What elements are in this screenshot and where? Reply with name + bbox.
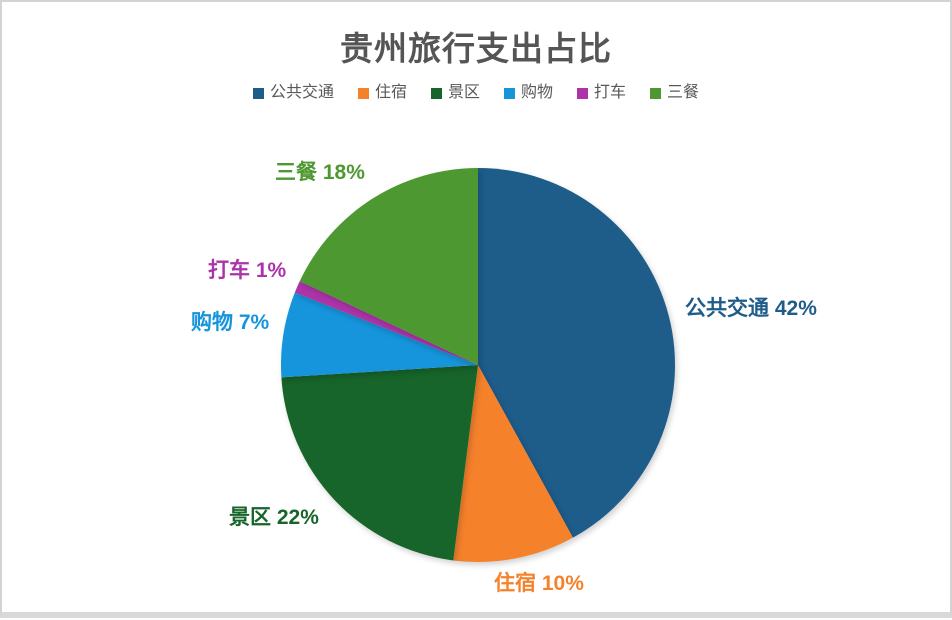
legend-item-scenic-area[interactable]: 景区 xyxy=(430,84,480,101)
legend-item-meals[interactable]: 三餐 xyxy=(650,85,699,101)
slice-label-meals: 三餐 18% xyxy=(275,161,365,184)
legend: 公共交通 住宿 景区 购物 打车 三餐 xyxy=(2,85,950,101)
pie-slice-scenic-area[interactable] xyxy=(281,365,478,561)
legend-swatch-scenic-area xyxy=(430,87,442,99)
slice-label-scenic-area: 景区 22% xyxy=(229,506,319,529)
legend-label: 打车 xyxy=(594,84,627,101)
pie-slice-public-transport[interactable] xyxy=(478,168,676,538)
legend-item-taxi[interactable]: 打车 xyxy=(577,85,626,101)
legend-swatch-taxi xyxy=(577,87,589,99)
legend-label: 公共交通 xyxy=(269,84,334,101)
legend-item-public-transport[interactable]: 公共交通 xyxy=(252,84,334,101)
pie-slice-lodging[interactable] xyxy=(453,365,573,563)
slice-label-public-transport: 公共交通 42% xyxy=(685,297,817,320)
legend-swatch-public-transport xyxy=(252,87,264,99)
chart-title: 贵州旅行支出占比 xyxy=(340,30,612,67)
legend-swatch-shopping xyxy=(504,87,515,99)
legend-label: 购物 xyxy=(521,84,554,101)
slice-label-shopping: 购物 7% xyxy=(191,311,270,334)
legend-item-lodging[interactable]: 住宿 xyxy=(357,84,407,101)
slice-label-lodging: 住宿 10% xyxy=(494,572,584,595)
legend-label: 住宿 xyxy=(374,84,407,101)
legend-item-shopping[interactable]: 购物 xyxy=(504,85,553,101)
pie-slice-meals[interactable] xyxy=(299,168,478,365)
legend-label: 景区 xyxy=(447,84,480,101)
legend-label: 三餐 xyxy=(667,84,700,101)
pie-slice-taxi[interactable] xyxy=(294,281,478,365)
pie-slice-shopping[interactable] xyxy=(281,292,478,378)
legend-swatch-meals xyxy=(650,87,662,99)
slice-label-taxi: 打车 1% xyxy=(208,259,287,282)
legend-swatch-lodging xyxy=(357,87,369,99)
